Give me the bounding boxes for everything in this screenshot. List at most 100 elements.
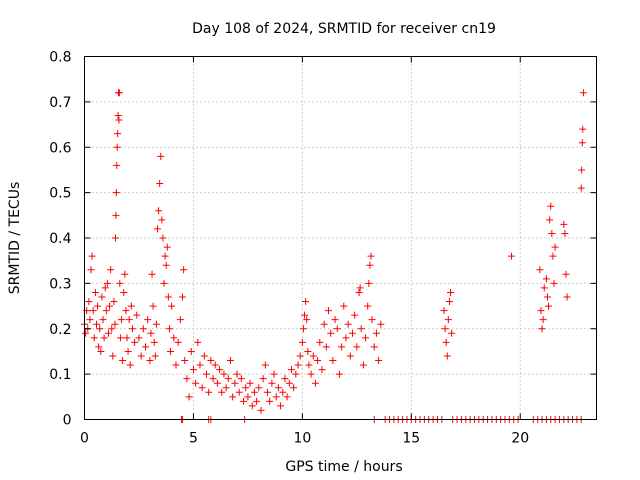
data-point [111, 320, 119, 328]
data-point [340, 302, 348, 310]
data-point [115, 116, 123, 124]
data-point [211, 361, 219, 369]
data-point [147, 329, 155, 337]
data-point [362, 334, 370, 342]
y-tick-label: 0.1 [49, 367, 71, 383]
data-point [127, 302, 135, 310]
data-point [301, 311, 309, 319]
x-tick-label: 5 [189, 431, 198, 447]
data-point [198, 384, 206, 392]
data-point [287, 366, 295, 374]
data-point [94, 302, 102, 310]
data-point [135, 334, 143, 342]
data-point [292, 370, 300, 378]
data-point [187, 347, 195, 355]
data-point [113, 143, 121, 151]
data-point [102, 307, 110, 315]
data-point [111, 234, 119, 242]
data-point [547, 202, 555, 210]
data-point [179, 293, 187, 301]
data-point [116, 279, 124, 287]
data-point [114, 130, 122, 138]
data-point [213, 379, 221, 387]
data-point [237, 375, 245, 383]
data-point [207, 357, 215, 365]
data-point [110, 298, 118, 306]
data-point [270, 370, 278, 378]
data-point [124, 347, 132, 355]
data-point [174, 338, 182, 346]
data-point [353, 343, 361, 351]
data-point [181, 357, 189, 365]
data-point [89, 307, 97, 315]
data-point [285, 379, 293, 387]
data-point [203, 370, 211, 378]
data-point [97, 347, 105, 355]
data-point [335, 370, 343, 378]
data-point [508, 252, 516, 260]
data-point [367, 252, 375, 260]
data-point [447, 288, 455, 296]
data-point [226, 357, 234, 365]
data-point [331, 316, 339, 324]
data-point [359, 361, 367, 369]
axis-ticks: 0 5 10 15 20 0 0.1 0.2 0.3 0.4 0.5 0.6 0.7 0.8 [49, 50, 597, 447]
data-point [92, 320, 100, 328]
data-point [257, 406, 265, 414]
data-point [209, 375, 217, 383]
data-point [142, 343, 150, 351]
data-point [95, 343, 103, 351]
data-point [309, 352, 317, 360]
data-point [296, 352, 304, 360]
data-point [546, 216, 554, 224]
data-point [133, 311, 141, 319]
data-point [250, 388, 258, 396]
data-point [103, 279, 111, 287]
data-point [86, 316, 94, 324]
data-point [222, 384, 230, 392]
data-point [109, 352, 117, 360]
data-point [366, 261, 374, 269]
data-point [537, 307, 545, 315]
data-point [220, 370, 228, 378]
data-point [113, 161, 121, 169]
data-point [156, 180, 164, 188]
data-point [448, 329, 456, 337]
data-point [98, 293, 106, 301]
data-point [144, 316, 152, 324]
data-point [150, 338, 158, 346]
data-point [375, 357, 383, 365]
data-point [112, 189, 120, 197]
y-tick-label: 0.4 [49, 231, 71, 247]
data-point [185, 393, 193, 401]
data-point [329, 357, 337, 365]
data-point [320, 320, 328, 328]
data-point [560, 220, 568, 228]
data-point [255, 384, 263, 392]
data-point [445, 298, 453, 306]
data-point [357, 325, 365, 333]
data-point [168, 302, 176, 310]
data-point [290, 384, 298, 392]
data-point [444, 316, 452, 324]
data-point [342, 334, 350, 342]
data-point [561, 229, 569, 237]
y-tick-label: 0.7 [49, 95, 71, 111]
x-tick-label: 0 [80, 431, 89, 447]
data-point [327, 329, 335, 337]
data-point [148, 270, 156, 278]
data-point [577, 184, 585, 192]
data-point [372, 329, 380, 337]
data-point [578, 139, 586, 147]
data-point [183, 375, 191, 383]
data-point [87, 266, 95, 274]
data-point [538, 325, 546, 333]
data-point [115, 89, 123, 97]
data-point [233, 370, 241, 378]
data-point [122, 307, 130, 315]
data-point [261, 361, 269, 369]
data-point [152, 320, 160, 328]
data-point [253, 397, 261, 405]
data-point [164, 293, 172, 301]
data-point [440, 307, 448, 315]
